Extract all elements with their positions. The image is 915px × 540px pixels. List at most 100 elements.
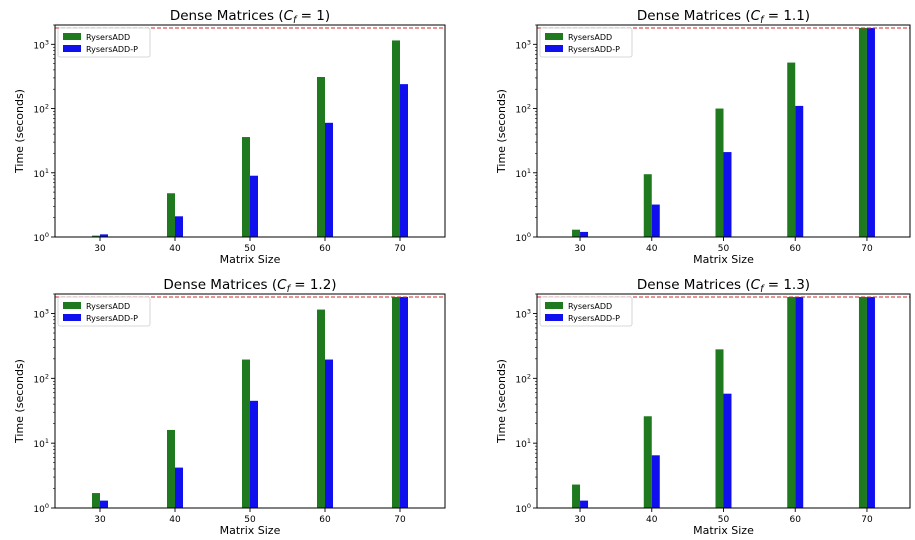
- legend-label-rysersadd: RysersADD: [568, 33, 612, 42]
- y-tick-label-base: 10: [515, 505, 527, 515]
- legend-swatch-rysersadd-p: [63, 45, 81, 52]
- title-prefix: Dense Matrices (: [163, 277, 277, 293]
- y-tick-label-exp: 0: [45, 502, 49, 510]
- legend-swatch-rysersadd: [545, 302, 563, 309]
- y-tick-label-exp: 3: [45, 308, 49, 316]
- x-tick-label: 60: [319, 244, 331, 254]
- chart-title: Dense Matrices (Cf = 1.2): [163, 277, 336, 295]
- y-tick-label-exp: 2: [45, 103, 49, 111]
- legend-label-rysersadd-p: RysersADD-P: [568, 314, 620, 323]
- x-tick-label: 30: [94, 515, 106, 525]
- bar-rysersadd-p-30: [100, 234, 108, 237]
- bar-rysersadd-40: [643, 174, 652, 237]
- x-tick-label: 70: [861, 244, 873, 254]
- x-tick-label: 30: [574, 244, 586, 254]
- x-tick-label: 60: [319, 515, 331, 525]
- bar-rysersadd-70: [392, 296, 400, 508]
- y-tick-label: 101: [515, 167, 531, 180]
- legend-label-rysersadd: RysersADD: [568, 302, 612, 311]
- title-prefix: Dense Matrices (: [637, 8, 751, 24]
- y-tick-label-base: 10: [515, 311, 527, 321]
- bar-rysersadd-p-30: [100, 500, 108, 508]
- bar-rysersadd-p-70: [400, 296, 408, 508]
- y-tick-label: 102: [515, 372, 531, 385]
- x-tick-label: 50: [718, 515, 730, 525]
- x-tick-label: 40: [646, 244, 658, 254]
- bar-rysersadd-30: [92, 493, 100, 508]
- title-symbol: C: [284, 8, 294, 24]
- legend-swatch-rysersadd-p: [63, 314, 81, 321]
- y-tick-label: 101: [33, 167, 49, 180]
- chart-title: Dense Matrices (Cf = 1.3): [637, 277, 810, 295]
- y-axis-label: Time (seconds): [13, 89, 26, 174]
- bar-rysersadd-p-40: [651, 455, 660, 508]
- title-symbol: C: [751, 8, 761, 24]
- legend-swatch-rysersadd-p: [545, 45, 563, 52]
- x-axis-label: Matrix Size: [693, 524, 754, 537]
- title-subscript: f: [760, 15, 765, 26]
- y-tick-label: 100: [33, 502, 49, 515]
- y-tick-label-exp: 3: [45, 38, 49, 46]
- y-tick-label-exp: 3: [527, 38, 531, 46]
- bar-rysersadd-60: [317, 309, 325, 508]
- bar-rysersadd-p-30: [580, 500, 589, 508]
- bar-rysersadd-p-40: [175, 216, 183, 237]
- bar-rysersadd-70: [858, 296, 867, 508]
- y-tick-label-exp: 0: [527, 502, 531, 510]
- y-axis-label: Time (seconds): [495, 359, 508, 444]
- x-tick-label: 50: [244, 515, 256, 525]
- bar-rysersadd-p-60: [795, 105, 804, 237]
- x-axis: 30 40 50 60 70: [94, 237, 406, 254]
- title-subscript: f: [287, 284, 292, 295]
- legend: RysersADD RysersADD-P: [539, 27, 633, 58]
- bar-rysersadd-30: [92, 235, 100, 237]
- x-tick-label: 30: [94, 244, 106, 254]
- y-tick-label: 103: [33, 38, 49, 51]
- bar-rysersadd-60: [787, 62, 796, 237]
- chart-title: Dense Matrices (Cf = 1): [170, 8, 330, 26]
- bar-rysersadd-60: [787, 296, 796, 508]
- bar-rysersadd-40: [167, 193, 175, 237]
- y-tick-label-exp: 1: [45, 167, 49, 175]
- bar-rysersadd-p-40: [651, 204, 660, 237]
- x-tick-label: 30: [574, 515, 586, 525]
- bar-rysersadd-p-50: [723, 152, 732, 237]
- y-axis-label: Time (seconds): [495, 89, 508, 174]
- x-tick-label: 50: [718, 244, 730, 254]
- y-tick-label-base: 10: [515, 375, 527, 385]
- bar-rysersadd-p-70: [866, 27, 875, 237]
- chart-title: Dense Matrices (Cf = 1.1): [637, 8, 810, 26]
- title-symbol: C: [277, 277, 287, 293]
- y-tick-label-exp: 1: [527, 167, 531, 175]
- y-axis-label: Time (seconds): [13, 359, 26, 444]
- y-tick-label-base: 10: [33, 170, 45, 180]
- bar-rysersadd-p-50: [250, 175, 258, 237]
- title-prefix: Dense Matrices (: [170, 8, 284, 24]
- title-subscript: f: [293, 15, 298, 26]
- x-tick-label: 50: [244, 244, 256, 254]
- bar-rysersadd-30: [572, 229, 581, 237]
- y-tick-label-base: 10: [33, 440, 45, 450]
- legend-swatch-rysersadd: [63, 33, 81, 40]
- legend-label-rysersadd-p: RysersADD-P: [86, 45, 138, 54]
- bar-rysersadd-60: [317, 76, 325, 237]
- x-tick-label: 60: [790, 244, 802, 254]
- y-tick-label: 103: [515, 38, 531, 51]
- y-tick-label: 103: [33, 308, 49, 321]
- y-tick-label: 102: [515, 103, 531, 116]
- x-axis: 30 40 50 60 70: [574, 237, 873, 254]
- bar-rysersadd-50: [242, 359, 250, 508]
- bar-rysersadd-p-40: [175, 467, 183, 508]
- y-tick-label: 101: [515, 437, 531, 450]
- bar-rysersadd-p-70: [866, 296, 875, 508]
- bar-rysersadd-p-50: [723, 393, 732, 508]
- legend-label-rysersadd-p: RysersADD-P: [568, 45, 620, 54]
